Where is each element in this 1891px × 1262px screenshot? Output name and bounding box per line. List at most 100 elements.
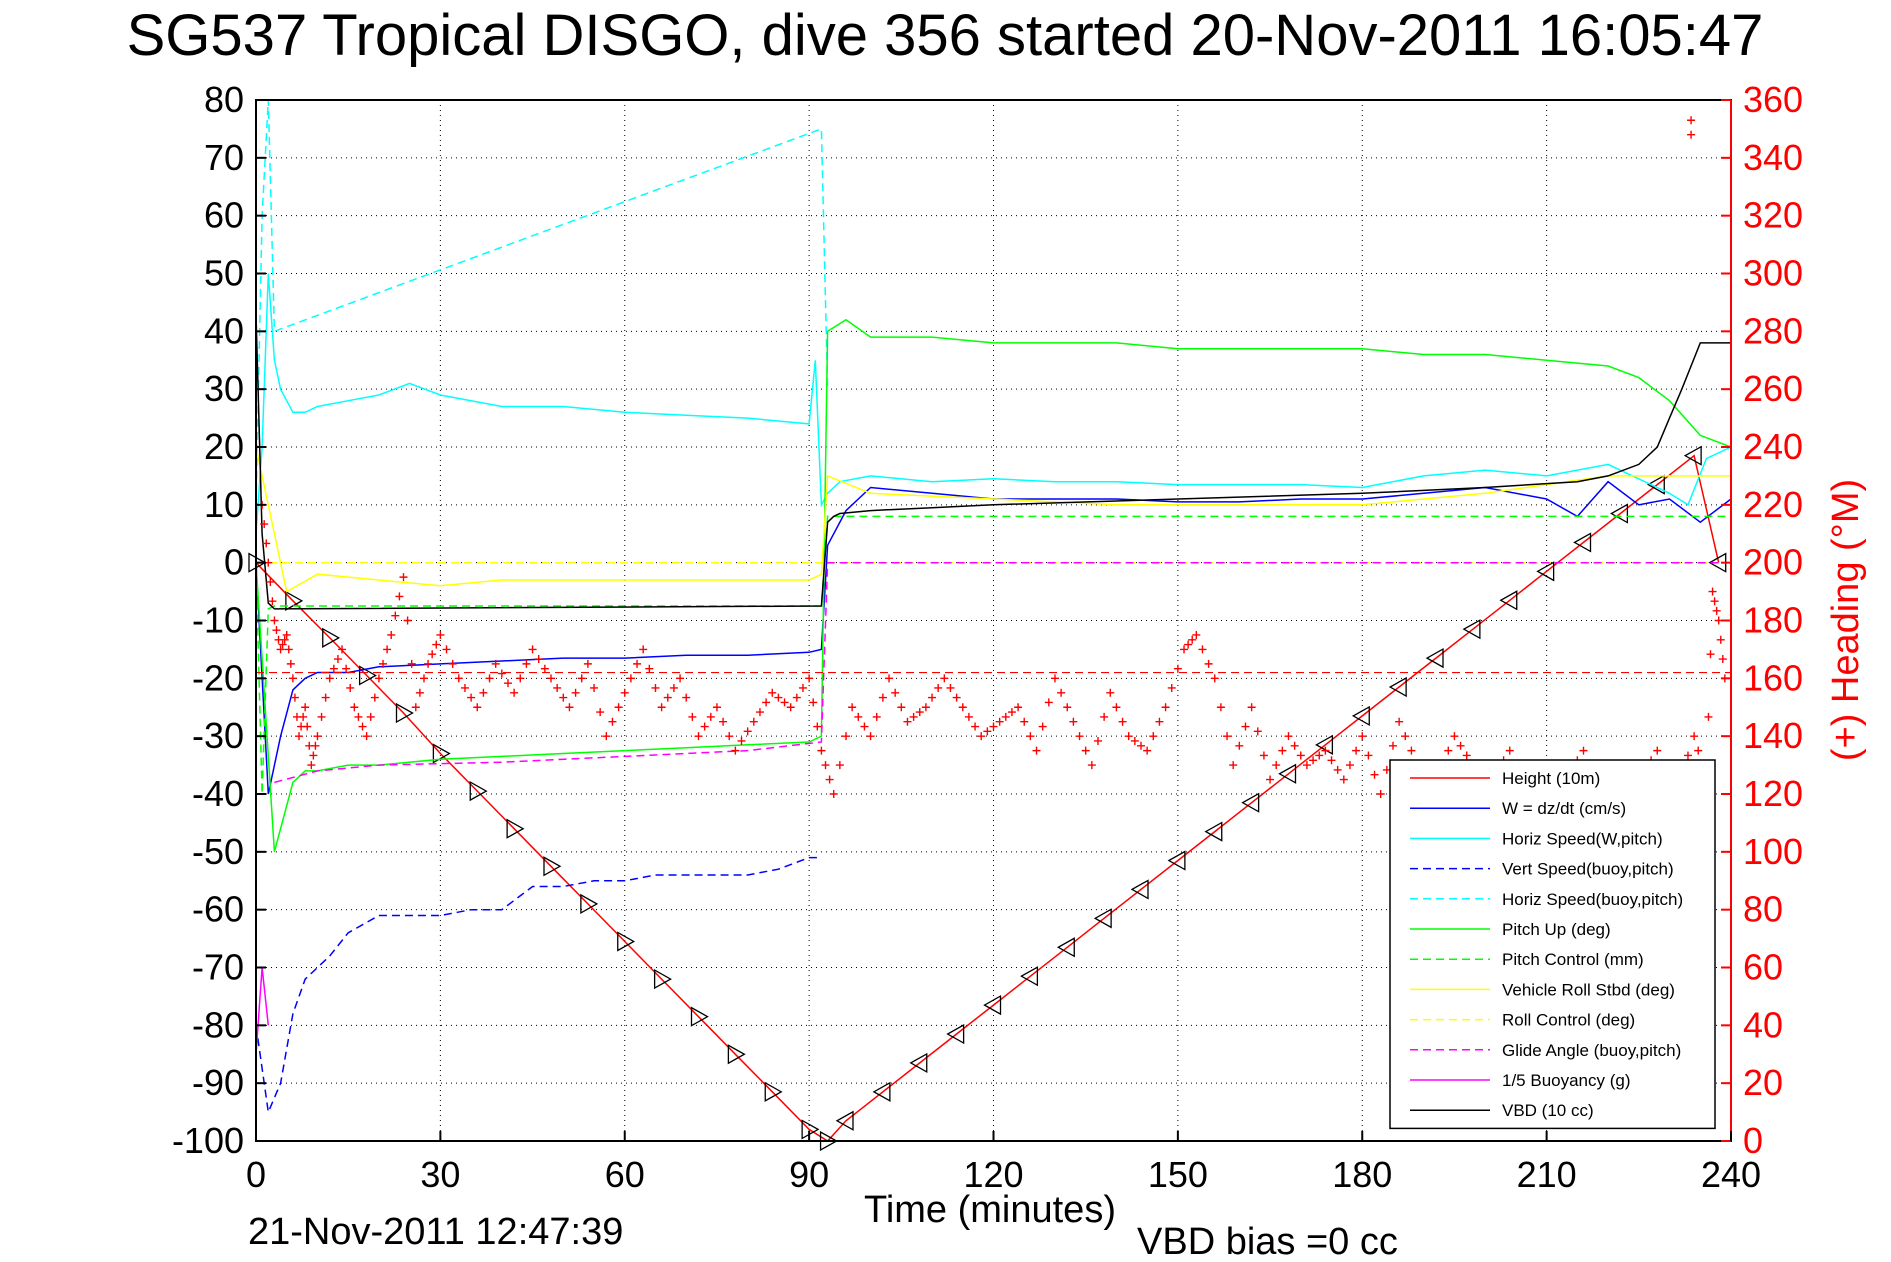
heading-point [1081, 746, 1090, 755]
y-tick-label: 50 [204, 253, 244, 294]
y-ticks-right: 3603403203002802602402202001801601401201… [1721, 79, 1803, 1161]
heading-point [821, 761, 830, 770]
series-line-0 [255, 454, 1720, 1142]
heading-point [288, 674, 297, 683]
heading-point [995, 717, 1004, 726]
y-tick-label: -40 [192, 773, 244, 814]
height-marker [322, 627, 341, 648]
y2-tick-label: 360 [1743, 79, 1803, 120]
heading-point [792, 693, 801, 702]
heading-point [829, 790, 838, 798]
height-marker [1646, 474, 1665, 495]
heading-point [817, 746, 826, 755]
x-tick-label: 60 [605, 1154, 645, 1195]
heading-point [596, 708, 605, 717]
y-tick-label: 20 [204, 426, 244, 467]
heading-point [391, 611, 400, 620]
heading-point [663, 693, 672, 702]
heading-point [295, 732, 304, 741]
heading-point [1229, 761, 1238, 770]
heading-point [878, 693, 887, 702]
heading-point [454, 674, 463, 683]
height-marker [1315, 734, 1334, 755]
heading-point [358, 722, 367, 731]
heading-point [473, 703, 482, 712]
heading-point [1075, 732, 1084, 741]
heading-point [1444, 746, 1453, 755]
series-line-5 [255, 318, 1732, 852]
y-tick-label: 0 [224, 542, 244, 583]
x-ticks: 0 30 60 90 120 150 180 210 240 [246, 1131, 1761, 1195]
heading-point [317, 712, 326, 721]
heading-point [903, 717, 912, 726]
heading-point [432, 640, 441, 649]
heading-point [608, 717, 617, 726]
heading-point [780, 698, 789, 707]
height-marker [727, 1044, 746, 1065]
heading-point [1712, 606, 1721, 615]
heading-point [491, 659, 500, 668]
heading-point [749, 717, 758, 726]
y2-tick-label: 0 [1743, 1120, 1763, 1161]
legend-label: Pitch Control (mm) [1502, 950, 1644, 969]
heading-point [809, 698, 818, 707]
heading-point [755, 708, 764, 717]
heading-point [1462, 751, 1471, 760]
y-tick-label: -50 [192, 831, 244, 872]
heading-point [1358, 732, 1367, 741]
series-line-1 [255, 480, 1732, 795]
heading-point [307, 761, 316, 770]
legend: Height (10m) W = dz/dt (cm/s) Horiz Speed(… [1389, 759, 1716, 1130]
heading-point [583, 659, 592, 668]
heading-point [946, 683, 955, 692]
heading-point [1266, 775, 1275, 784]
heading-point [813, 722, 822, 731]
heading-point [1710, 597, 1719, 606]
y2-tick-label: 200 [1743, 542, 1803, 583]
heading-point [737, 736, 746, 745]
heading-point [1247, 703, 1256, 712]
y-tick-label: -100 [172, 1120, 244, 1161]
heading-point [897, 703, 906, 712]
height-marker [946, 1023, 965, 1045]
heading-point [547, 674, 555, 683]
heading-point [565, 703, 574, 712]
heading-point [909, 712, 918, 721]
heading-point [1708, 587, 1717, 596]
heading-point [1718, 655, 1727, 664]
heading-point [540, 664, 549, 673]
heading-point [1333, 765, 1342, 774]
heading-point [1112, 703, 1121, 712]
series-line-4 [255, 99, 829, 505]
heading-point [952, 693, 961, 702]
height-marker [1093, 908, 1112, 929]
heading-point [403, 616, 412, 625]
heading-point [835, 761, 844, 770]
legend-label: Glide Angle (buoy,pitch) [1502, 1041, 1681, 1060]
heading-point [989, 722, 998, 731]
heading-point [768, 688, 777, 697]
heading-point [1505, 746, 1514, 755]
heading-point [290, 693, 299, 702]
heading-point [436, 630, 445, 639]
heading-point [885, 674, 894, 683]
y-tick-label: 10 [204, 484, 244, 525]
heading-point [1302, 761, 1311, 770]
heading-point [479, 688, 488, 697]
heading-point [1694, 746, 1703, 755]
height-marker [1204, 821, 1223, 842]
y2-tick-label: 80 [1743, 889, 1783, 930]
heading-point [1687, 116, 1696, 125]
heading-point [1272, 761, 1281, 770]
heading-point [694, 732, 703, 741]
heading-point [428, 650, 437, 659]
heading-point [958, 703, 967, 712]
heading-point [848, 703, 857, 712]
heading-point [682, 693, 691, 702]
heading-point [805, 674, 814, 683]
heading-point [553, 683, 562, 692]
heading-point [983, 727, 992, 736]
height-marker [1388, 676, 1407, 698]
heading-point [1038, 722, 1047, 731]
heading-point [1395, 717, 1404, 726]
